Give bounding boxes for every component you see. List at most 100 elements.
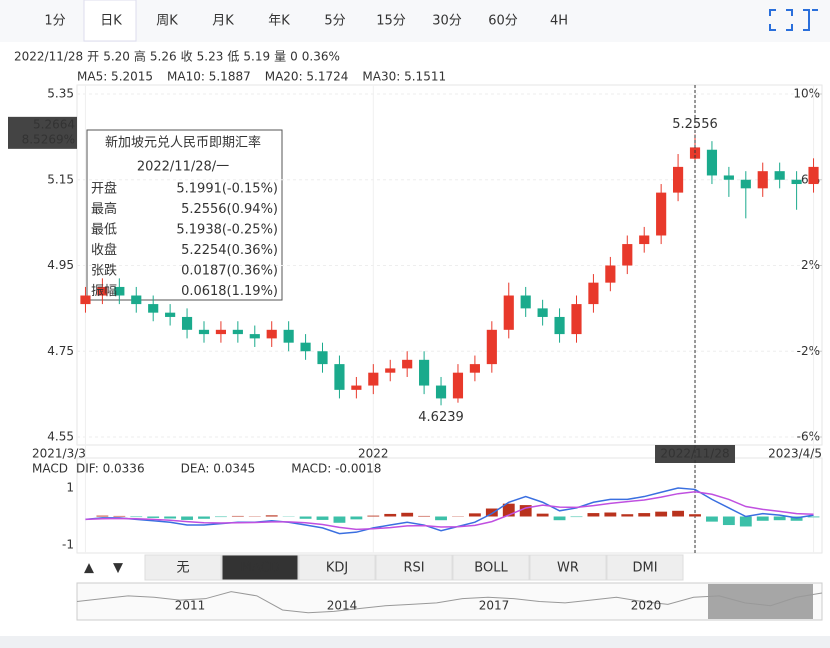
header-text: 5.19 (243, 50, 270, 64)
candle-body (740, 179, 751, 189)
candle-body (402, 359, 413, 369)
navigator-label: 2011 (175, 599, 206, 613)
arrow-button[interactable]: ▲ (84, 561, 94, 576)
macd-tick-label: -1 (62, 538, 74, 552)
toolbar-tab[interactable]: 1分 (44, 14, 65, 29)
indicator-tab-bg[interactable] (144, 554, 222, 581)
toolbar-tab[interactable]: 日K (100, 14, 122, 29)
candle-body (419, 359, 430, 386)
macd-bar (638, 513, 651, 517)
indicator-tab[interactable]: KDJ (326, 561, 348, 576)
tooltip-value: 5.1991(-0.15%) (176, 182, 278, 197)
header-text: MA10: 5.1887 (167, 70, 251, 84)
header-text: 5.23 (197, 50, 224, 64)
macd-line (85, 490, 814, 531)
tooltip-label: 张跌 (91, 263, 117, 279)
candle-body (148, 304, 159, 313)
footer-strip (0, 636, 830, 648)
y-tick-label: 4.55 (47, 430, 74, 444)
macd-tick-label: 1 (66, 481, 74, 495)
candle-body (469, 364, 480, 373)
indicator-tab-bg[interactable] (298, 554, 376, 581)
indicator-tab-bg[interactable] (452, 554, 530, 581)
macd-legend: DEA: 0.0345 (181, 462, 256, 476)
macd-bar (401, 512, 414, 517)
indicator-tab-bg[interactable] (606, 554, 684, 581)
indicator-tab[interactable]: WR (557, 561, 579, 576)
header-text: 高 (134, 49, 146, 64)
macd-bar (553, 516, 566, 521)
candle-body (537, 308, 548, 317)
tooltip-label: 振幅 (91, 284, 117, 299)
candle-body (435, 385, 447, 399)
indicator-tab-bg[interactable] (529, 554, 607, 581)
candle-body (571, 304, 582, 335)
crosshair-label-bg (8, 116, 77, 149)
tooltip-value: 5.2254(0.36%) (181, 243, 278, 258)
toolbar-tab[interactable]: 月K (212, 14, 234, 29)
extreme-label: 4.6239 (418, 410, 464, 425)
candle-body (114, 286, 125, 296)
header-text: 0 (290, 50, 298, 64)
tab-active[interactable] (83, 0, 137, 42)
tooltip-date: 2022/11/28/一 (137, 160, 229, 175)
toolbar-tab[interactable]: 4H (550, 14, 568, 29)
candle-body (588, 282, 599, 305)
candle-body (80, 295, 91, 305)
candle-body (300, 342, 311, 352)
indicator-tab[interactable]: 无 (176, 561, 189, 576)
header-text: 量 (274, 50, 286, 64)
header-text: 0.36% (302, 50, 340, 64)
candle-body (723, 175, 734, 180)
indicator-tab[interactable]: RSI (403, 561, 424, 576)
navigator-label: 2014 (327, 599, 358, 613)
indicator-tab-bg[interactable] (221, 554, 299, 581)
y2-tick-label: -2% (797, 344, 820, 358)
macd-bar (587, 513, 600, 517)
header-text: 收 (181, 50, 193, 64)
candle-body (351, 385, 362, 390)
candle-body (368, 372, 379, 386)
macd-bar (807, 516, 820, 518)
tooltip-value: 5.1938(-0.25%) (176, 223, 278, 238)
toolbar-tab[interactable]: 年K (268, 14, 290, 29)
header-text: MA30: 5.1511 (362, 70, 446, 84)
arrow-button[interactable]: ▼ (113, 561, 123, 576)
toolbar-tab[interactable]: 周K (156, 14, 178, 29)
candle-body (385, 368, 396, 373)
header-text: MA20: 5.1724 (265, 70, 349, 84)
header-text: 5.20 (103, 50, 130, 64)
macd-bar (164, 516, 177, 519)
toolbar-tab[interactable]: 60分 (488, 14, 518, 29)
indicator-tab-bg[interactable] (375, 554, 453, 581)
macd-bar (113, 515, 126, 517)
toolbar (0, 0, 830, 42)
macd-bar (621, 514, 634, 517)
navigator-window[interactable] (708, 584, 813, 619)
candle-body (554, 316, 565, 335)
candle-body (131, 295, 142, 305)
macd-bar (316, 516, 329, 520)
toolbar-tab[interactable]: 30分 (432, 14, 462, 29)
indicator-tab[interactable]: DMI (632, 561, 657, 576)
header-text: MA5: 5.2015 (77, 70, 153, 84)
indicator-tab[interactable]: BOLL (474, 561, 508, 576)
fullscreen-icon[interactable] (769, 9, 818, 31)
macd-bar (181, 516, 193, 520)
macd-bar (367, 515, 380, 517)
y2-tick-label: -6% (797, 430, 820, 444)
navigator-frame (76, 582, 823, 621)
candle-body (656, 192, 667, 236)
candle-body (520, 295, 531, 309)
indicator-tab[interactable]: MACD (241, 561, 280, 576)
macd-bar (418, 515, 431, 517)
macd-bar (299, 516, 312, 519)
x-tick-label: 2021/3/3 (32, 447, 86, 461)
navigator-label: 2017 (479, 599, 510, 613)
toolbar-tab[interactable]: 15分 (376, 14, 406, 29)
navigator-line (76, 591, 823, 614)
candle-body (452, 372, 464, 399)
macd-bar (214, 516, 227, 518)
toolbar-tab[interactable]: 5分 (324, 14, 345, 29)
tooltip-value: 0.0187(0.36%) (181, 264, 278, 279)
